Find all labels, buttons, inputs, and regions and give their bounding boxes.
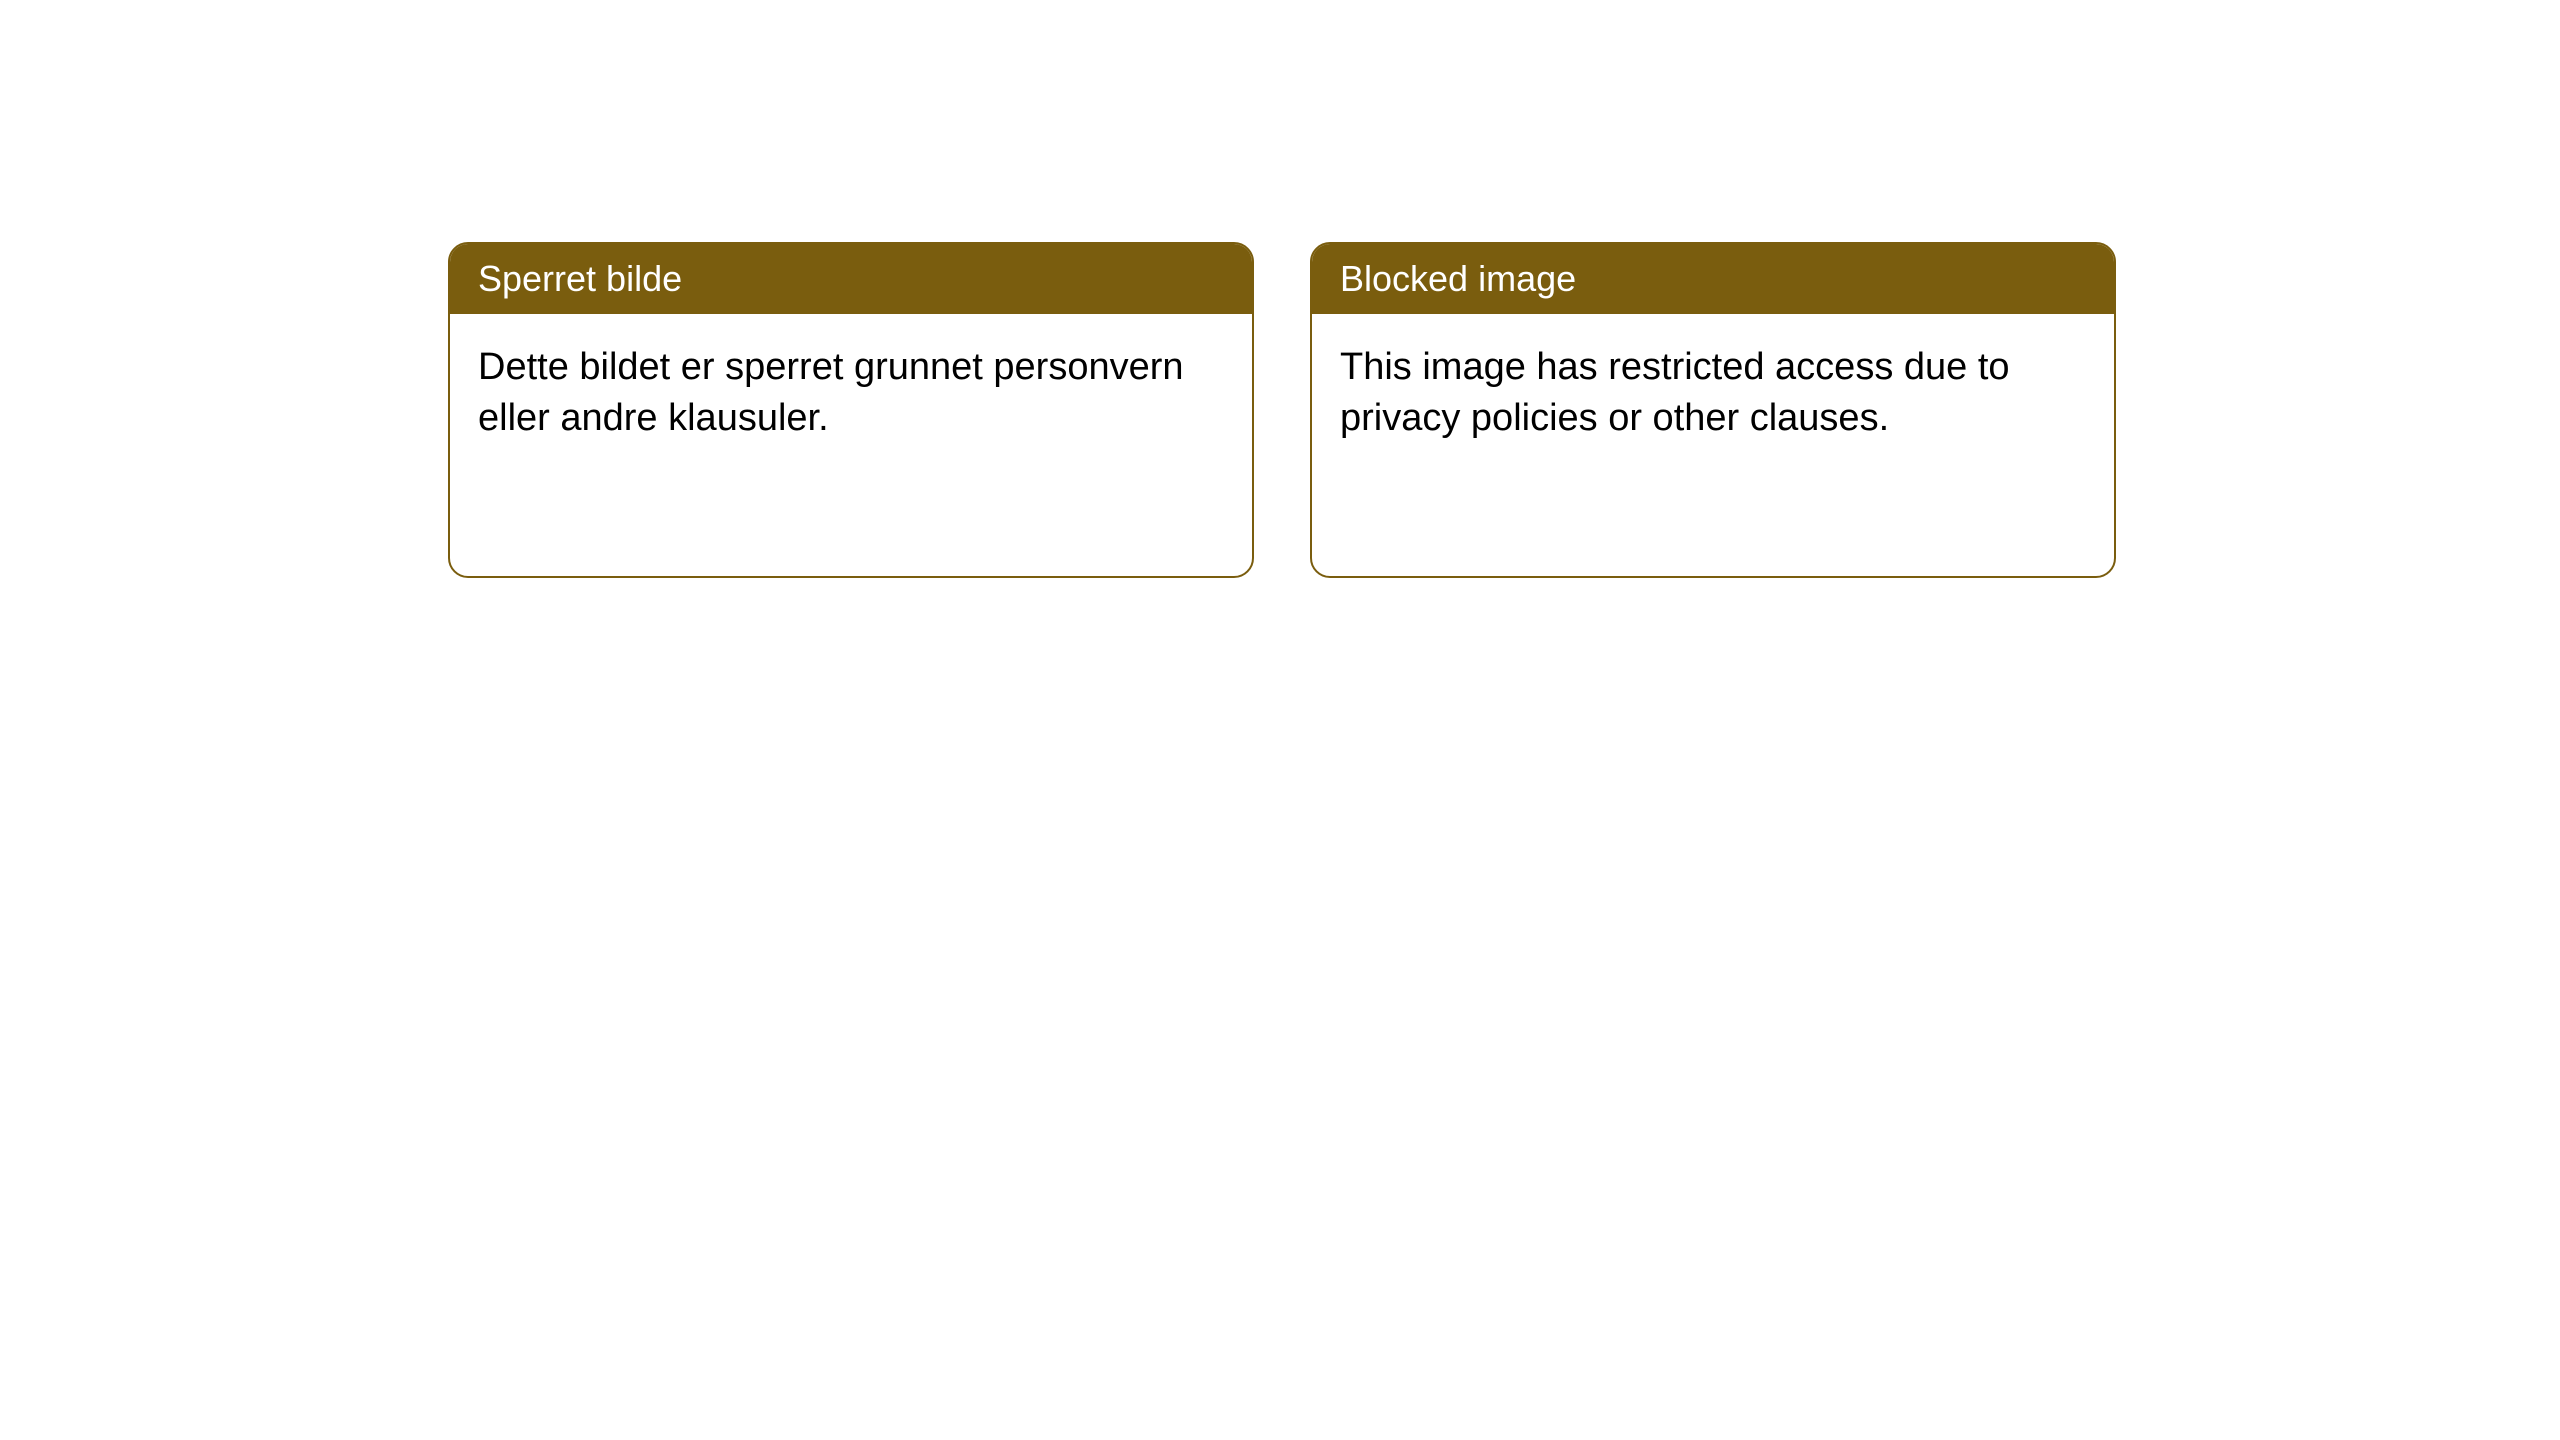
notice-card-text: This image has restricted access due to … <box>1340 346 2010 439</box>
notice-card-title: Blocked image <box>1340 258 1576 299</box>
notice-card-header: Sperret bilde <box>450 244 1252 314</box>
notice-cards-container: Sperret bilde Dette bildet er sperret gr… <box>448 242 2116 578</box>
notice-card-title: Sperret bilde <box>478 258 682 299</box>
notice-card-norwegian: Sperret bilde Dette bildet er sperret gr… <box>448 242 1254 578</box>
notice-card-text: Dette bildet er sperret grunnet personve… <box>478 346 1184 439</box>
notice-card-header: Blocked image <box>1312 244 2114 314</box>
notice-card-body: Dette bildet er sperret grunnet personve… <box>450 314 1252 473</box>
notice-card-english: Blocked image This image has restricted … <box>1310 242 2116 578</box>
notice-card-body: This image has restricted access due to … <box>1312 314 2114 473</box>
